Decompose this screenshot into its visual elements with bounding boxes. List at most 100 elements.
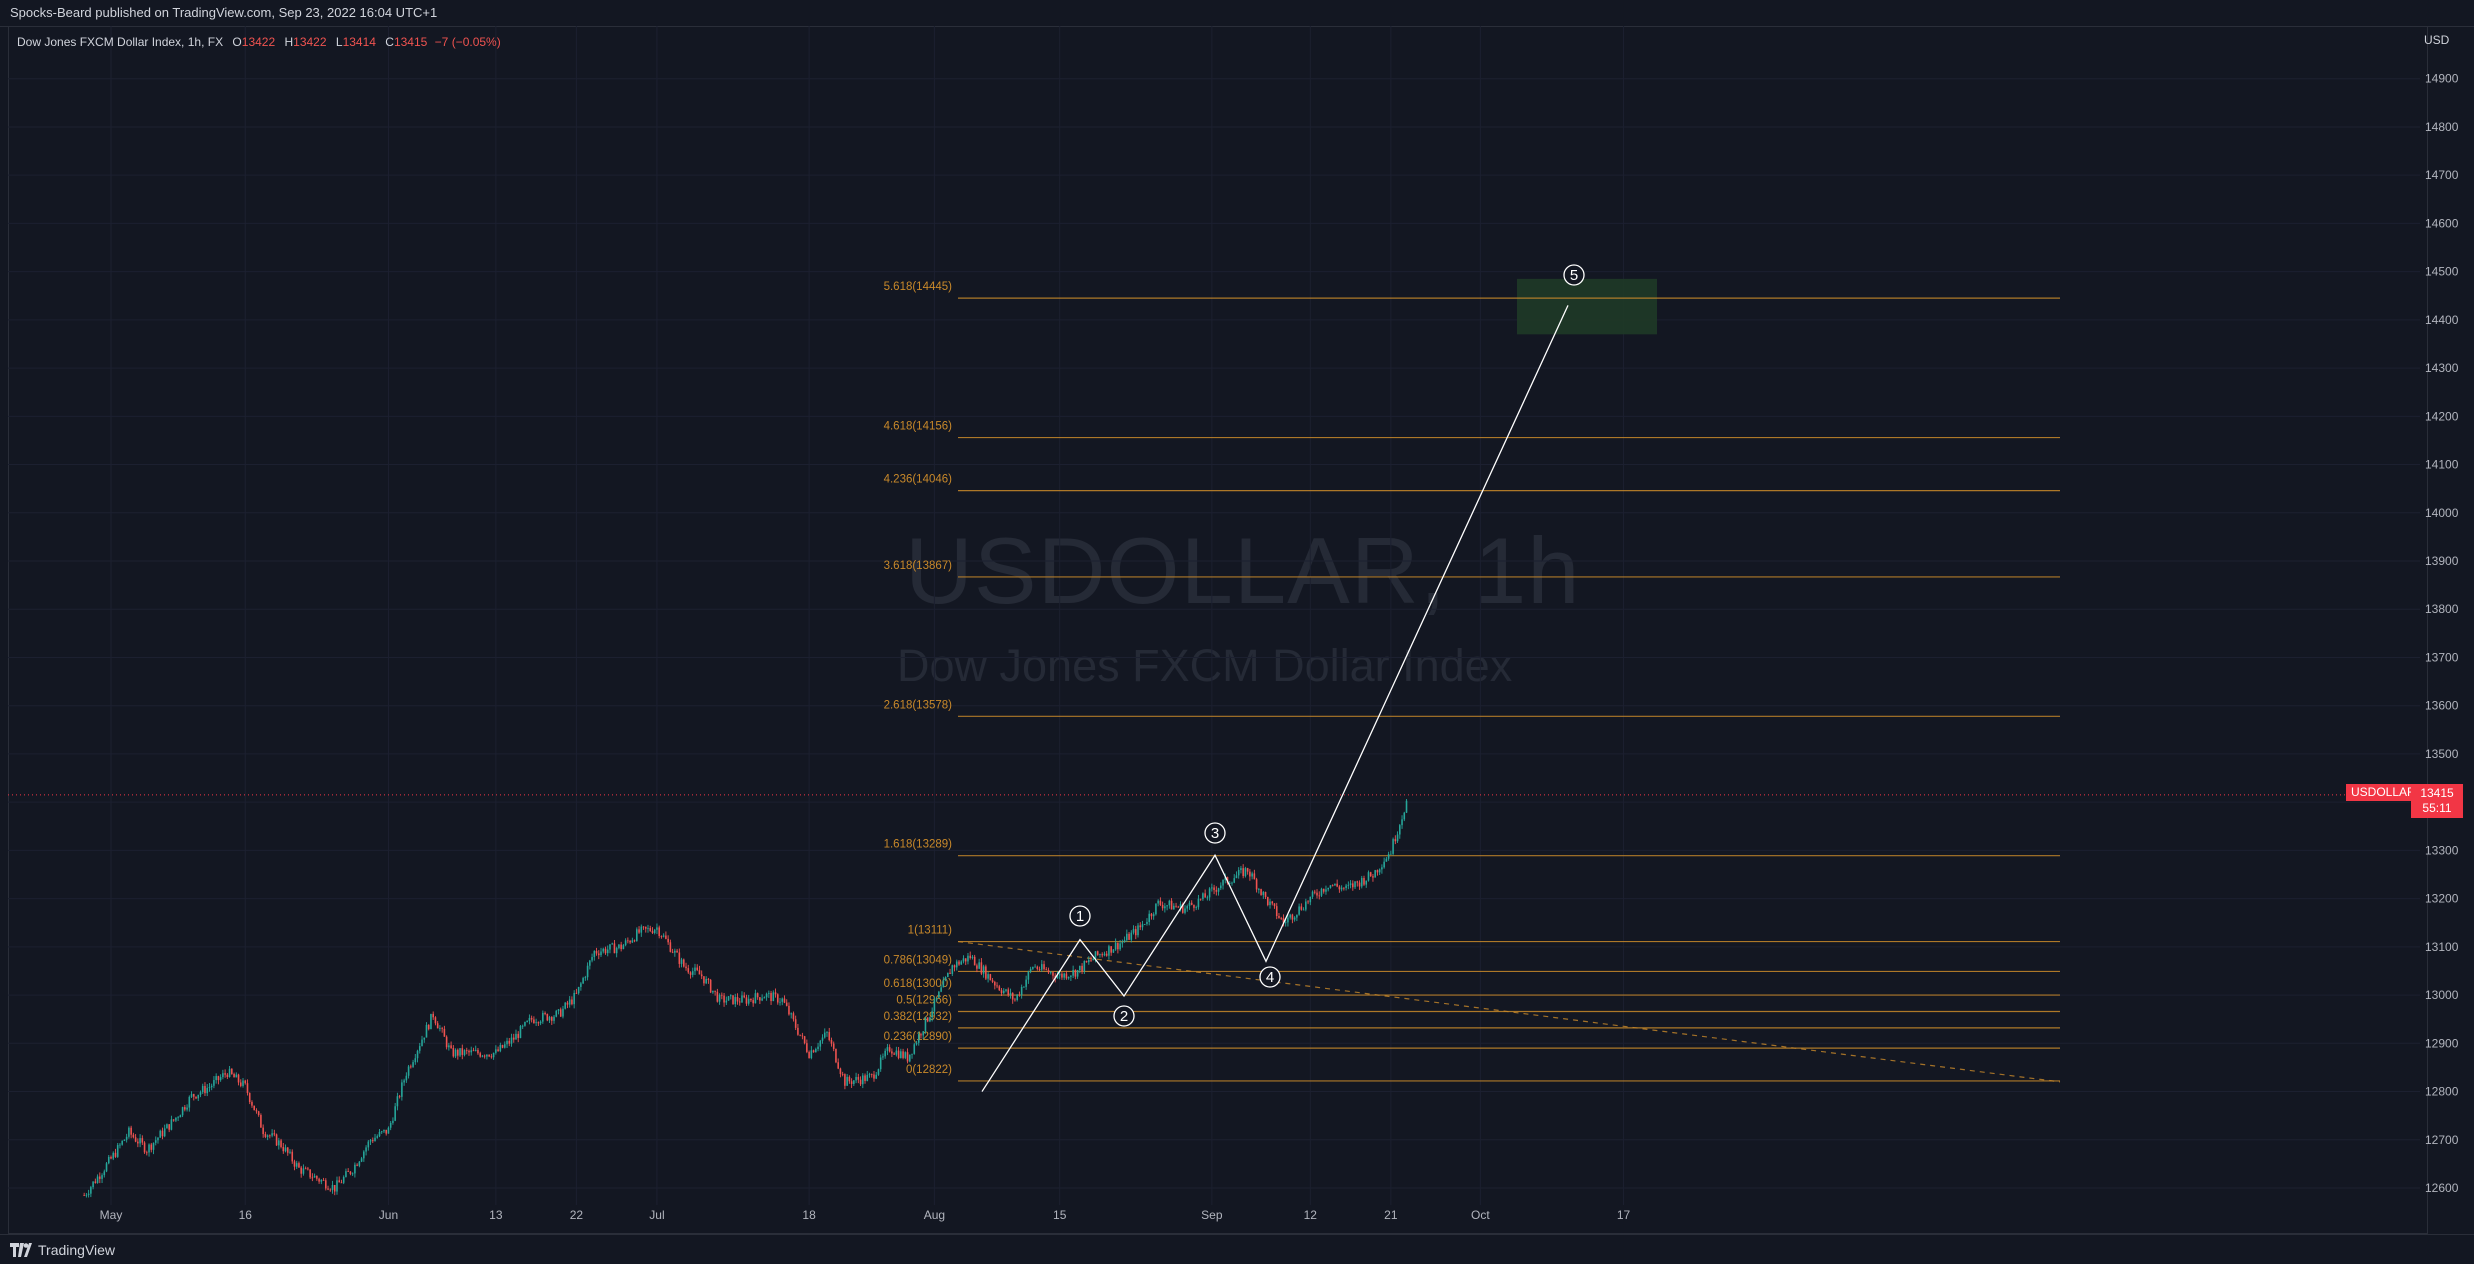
candle-body [823, 1032, 826, 1038]
candle-body [906, 1052, 909, 1062]
candle-body [1363, 877, 1365, 885]
candle-body [1331, 885, 1334, 887]
candle-body [1141, 924, 1144, 928]
y-tick-label: 14900 [2425, 72, 2459, 86]
candle-body [333, 1184, 336, 1192]
fib-extension: 5.618(14445) 4.618(14156) 4.236(14046) 3.61… [884, 281, 2060, 1082]
candle-body [734, 997, 737, 1005]
candle-body [385, 1129, 388, 1134]
candle-body [971, 956, 974, 958]
wave-label-text: 5 [1570, 267, 1578, 284]
candle-body [403, 1080, 405, 1083]
candle-body [546, 1013, 549, 1021]
candle-body [501, 1044, 504, 1048]
candle-body [233, 1073, 235, 1078]
candle-body [146, 1152, 148, 1154]
candle-body [832, 1043, 835, 1049]
candle-body [1199, 898, 1202, 900]
candle-body [275, 1134, 278, 1146]
candle-body [235, 1074, 238, 1078]
candle-body [1011, 992, 1014, 1000]
candle-body [141, 1138, 144, 1143]
candle-body [1101, 954, 1104, 956]
candle-body [868, 1074, 871, 1076]
candle-body [803, 1036, 806, 1044]
candle-body [606, 949, 609, 954]
candle-body [1166, 905, 1168, 907]
candle-body [1134, 929, 1137, 936]
candle-body [376, 1136, 379, 1138]
candle-body [251, 1101, 253, 1106]
fib-label: 0.5(12966) [896, 994, 952, 1006]
candle-body [134, 1137, 137, 1142]
candle-body [1020, 987, 1023, 996]
candle-body [154, 1140, 157, 1143]
x-tick-label: May [100, 1208, 123, 1222]
candle-body [866, 1074, 869, 1081]
candle-body [284, 1147, 287, 1152]
candle-body [828, 1032, 831, 1041]
candle-body [1112, 949, 1115, 953]
x-tick-label: 16 [239, 1208, 253, 1222]
candle-body [1390, 853, 1392, 855]
candle-body [217, 1076, 220, 1081]
candle-body [940, 987, 942, 992]
candle-body [206, 1087, 209, 1094]
candle-body [586, 965, 589, 978]
wave-label-text: 2 [1120, 1008, 1128, 1025]
candle-body [1056, 975, 1059, 979]
candle-body [1079, 965, 1081, 971]
candle-body [738, 1001, 741, 1003]
candle-body [521, 1025, 524, 1027]
candle-body [991, 980, 994, 982]
candle-body [477, 1049, 479, 1054]
candle-body [1058, 973, 1061, 976]
candle-body [938, 991, 940, 998]
candle-body [1282, 918, 1285, 923]
candle-body [1114, 942, 1117, 950]
candle-body [1385, 858, 1388, 862]
candle-body [817, 1046, 819, 1050]
candle-body [1000, 990, 1003, 994]
tradingview-brand[interactable]: TradingView [10, 1242, 115, 1258]
candle-body [548, 1017, 551, 1021]
chart-frame[interactable] [8, 26, 2428, 1234]
candle-body [835, 1048, 837, 1063]
candle-body [479, 1053, 481, 1057]
candle-body [582, 978, 584, 984]
candle-body [208, 1087, 211, 1088]
legend-high-label: H [284, 35, 294, 49]
candle-body [694, 967, 696, 972]
candle-body [1029, 968, 1032, 972]
candle-body [286, 1147, 289, 1153]
candle-body [1190, 902, 1193, 905]
candle-body [651, 930, 654, 933]
candle-body [629, 940, 631, 943]
candle-body [392, 1120, 394, 1123]
candle-body [168, 1124, 170, 1130]
candle-body [1278, 915, 1280, 918]
candle-body [1184, 908, 1186, 913]
bar-countdown: 55:11 [2422, 801, 2452, 815]
candle-body [815, 1049, 817, 1053]
candle-body [445, 1036, 448, 1048]
candle-body [418, 1046, 421, 1051]
candle-body [192, 1094, 195, 1097]
candle-body [322, 1180, 325, 1181]
candle-body [504, 1044, 506, 1048]
candle-body [562, 1008, 564, 1017]
candle-body [360, 1158, 363, 1162]
candle-body [1103, 953, 1106, 956]
candle-body [1146, 921, 1148, 924]
candle-body [1322, 888, 1325, 892]
candle-body [369, 1140, 372, 1142]
candle-body [1249, 871, 1251, 877]
legend-low-label: L [335, 35, 343, 49]
candle-body [1387, 854, 1390, 859]
candle-body [363, 1151, 365, 1159]
candle-body [300, 1167, 302, 1174]
y-tick-label: 12600 [2425, 1181, 2459, 1195]
candle-body [949, 972, 951, 974]
candle-body [727, 996, 730, 1001]
